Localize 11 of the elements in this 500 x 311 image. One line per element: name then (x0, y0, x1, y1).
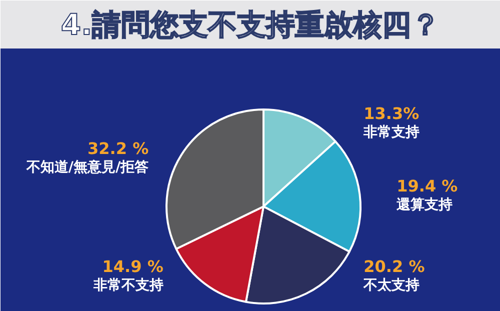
data-label: 20.2 % (364, 257, 425, 276)
slice-label: 不太支持 (362, 278, 420, 294)
slice-label: 非常不支持 (92, 278, 164, 294)
data-label: 32.2 % (88, 139, 149, 158)
chart-title: 4.請問您支不支持重啟核四？ (60, 8, 440, 42)
data-label: 14.9 % (102, 257, 164, 276)
data-label: 19.4 % (396, 176, 458, 196)
slice-label: 不知道/無意見/拒答 (25, 158, 149, 176)
slice-label: 非常支持 (362, 124, 420, 140)
slice-label: 還算支持 (396, 196, 453, 213)
data-label: 13.3% (364, 104, 420, 123)
